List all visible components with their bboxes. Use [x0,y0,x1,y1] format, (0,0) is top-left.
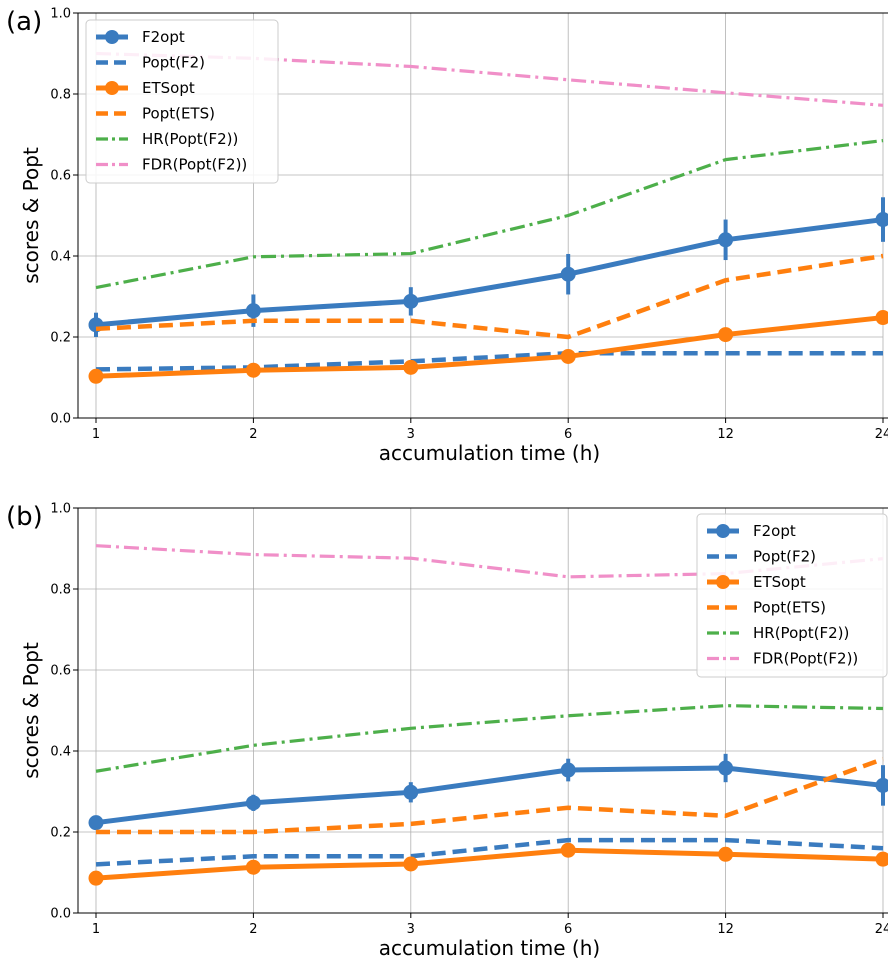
series-popt-ets [96,256,883,337]
x-tick-label: 1 [92,922,100,937]
legend-marker [716,575,730,589]
panel-label: (b) [6,502,43,532]
legend: F2opt Popt(F2) ETSopt Popt(ETS) HR(Popt(F2))… [86,20,278,183]
panel-label: (a) [6,7,42,37]
x-tick-label: 1 [92,427,100,442]
data-point [403,294,418,309]
legend-entry: ETSopt [707,573,806,591]
series-line [96,768,883,823]
x-tick-label: 2 [249,427,257,442]
series-line [96,706,883,772]
series-line [96,840,883,864]
series-hr-popt-f2 [96,706,883,772]
y-tick-label: 0.4 [50,250,71,265]
legend-marker [716,524,730,538]
legend-label: F2opt [142,28,185,46]
legend-label: FDR(Popt(F2)) [142,156,247,174]
y-tick-label: 0.8 [50,583,71,598]
data-point [876,212,888,227]
y-axis-label: scores & Popt [19,642,43,779]
data-point [89,815,104,830]
data-point [246,860,261,875]
data-point [403,856,418,871]
data-point [718,761,733,776]
y-tick-label: 1.0 [50,502,71,517]
legend-label: HR(Popt(F2)) [142,130,238,148]
data-point [561,267,576,282]
legend-marker [105,81,119,95]
series-etsopt [89,843,888,886]
x-tick-label: 6 [564,427,572,442]
data-point [561,763,576,778]
data-point [561,843,576,858]
legend-entry: ETSopt [96,79,195,97]
data-point [403,785,418,800]
data-point [876,852,888,867]
data-point [246,303,261,318]
y-tick-label: 0.0 [50,412,71,427]
x-axis-label: accumulation time (h) [379,936,600,960]
legend-label: ETSopt [753,573,806,591]
legend-label: HR(Popt(F2)) [753,624,849,642]
legend: F2opt Popt(F2) ETSopt Popt(ETS) HR(Popt(F2))… [697,514,887,677]
x-axis-label: accumulation time (h) [379,441,600,465]
series-line [96,850,883,878]
data-point [561,349,576,364]
x-tick-label: 12 [717,427,734,442]
legend-label: Popt(F2) [753,548,816,566]
data-point [89,871,104,886]
legend-label: ETSopt [142,79,195,97]
data-point [246,363,261,378]
y-tick-label: 0.6 [50,664,71,679]
x-tick-label: 6 [564,922,572,937]
x-tick-label: 3 [407,922,415,937]
data-point [403,360,418,375]
legend-label: Popt(F2) [142,54,205,72]
y-tick-label: 0.8 [50,88,71,103]
y-axis-label: scores & Popt [19,147,43,284]
legend-label: Popt(ETS) [142,105,215,123]
y-tick-label: 0.2 [50,331,71,346]
data-point [876,310,888,325]
legend-marker [105,30,119,44]
y-tick-label: 0.2 [50,826,71,841]
x-tick-label: 2 [249,922,257,937]
series-line [96,256,883,337]
legend-label: Popt(ETS) [753,599,826,617]
legend-label: FDR(Popt(F2)) [753,650,858,668]
y-tick-label: 1.0 [50,7,71,22]
data-point [89,369,104,384]
series-f2opt [89,754,888,830]
data-point [876,778,888,793]
y-tick-label: 0.0 [50,907,71,922]
x-tick-label: 3 [407,427,415,442]
x-tick-label: 24 [875,922,888,937]
series-popt-f2 [96,840,883,864]
y-tick-label: 0.4 [50,745,71,760]
legend-label: F2opt [753,522,796,540]
data-point [718,232,733,247]
x-tick-label: 12 [717,922,734,937]
x-tick-label: 24 [875,427,888,442]
data-point [718,847,733,862]
data-point [246,795,261,810]
data-point [718,327,733,342]
y-tick-label: 0.6 [50,169,71,184]
